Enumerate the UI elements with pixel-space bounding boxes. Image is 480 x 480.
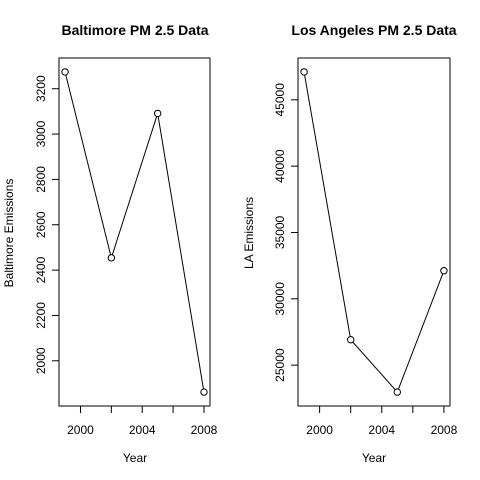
baltimore-x-tick-label: 2008	[191, 423, 218, 437]
la-y-tick-label: 45000	[273, 83, 287, 117]
la-plot-frame	[297, 57, 451, 407]
baltimore-x-tick-label: 2004	[129, 423, 156, 437]
baltimore-x-axis-label: Year	[123, 451, 147, 465]
la-data-point	[346, 336, 355, 344]
la-y-tick-label: 30000	[273, 282, 287, 316]
la-series-line	[303, 71, 445, 394]
baltimore-chart-title: Baltimore PM 2.5 Data	[61, 22, 208, 38]
la-chart-title: Los Angeles PM 2.5 Data	[291, 22, 456, 38]
baltimore-chart: Baltimore PM 2.5 Data Year Baltimore Emi…	[2, 22, 218, 465]
la-data-point	[300, 68, 308, 76]
la-data-point	[440, 267, 448, 275]
la-y-tick-label: 40000	[273, 149, 287, 183]
la-data-point	[393, 388, 402, 396]
baltimore-data-point	[153, 109, 162, 118]
baltimore-plot-frame	[58, 57, 211, 407]
la-y-axis-label: LA Emissions	[242, 197, 256, 269]
baltimore-y-axis-label: Baltimore Emissions	[2, 179, 16, 288]
la-y-tick-label: 25000	[273, 348, 287, 382]
baltimore-y-tick-label: 3000	[34, 120, 48, 147]
la-x-tick-label: 2004	[368, 423, 395, 437]
la-x-tick-label: 2008	[431, 423, 458, 437]
la-x-tick-label: 2000	[306, 423, 333, 437]
baltimore-y-tick-label: 2800	[34, 166, 48, 193]
baltimore-y-tick-label: 2200	[34, 302, 48, 329]
baltimore-y-tick-label: 2000	[34, 347, 48, 374]
baltimore-x-tick-label: 2000	[67, 423, 94, 437]
baltimore-y-tick-label: 3200	[34, 75, 48, 102]
baltimore-y-tick-label: 2400	[34, 256, 48, 283]
la-y-tick-label: 35000	[273, 215, 287, 249]
baltimore-data-point	[61, 68, 69, 76]
baltimore-data-point	[200, 388, 208, 396]
la-x-axis-label: Year	[362, 451, 386, 465]
baltimore-series-line	[64, 71, 205, 393]
la-chart: Los Angeles PM 2.5 Data Year LA Emission…	[242, 22, 458, 465]
baltimore-y-tick-label: 2600	[34, 211, 48, 238]
baltimore-data-point	[107, 254, 116, 262]
